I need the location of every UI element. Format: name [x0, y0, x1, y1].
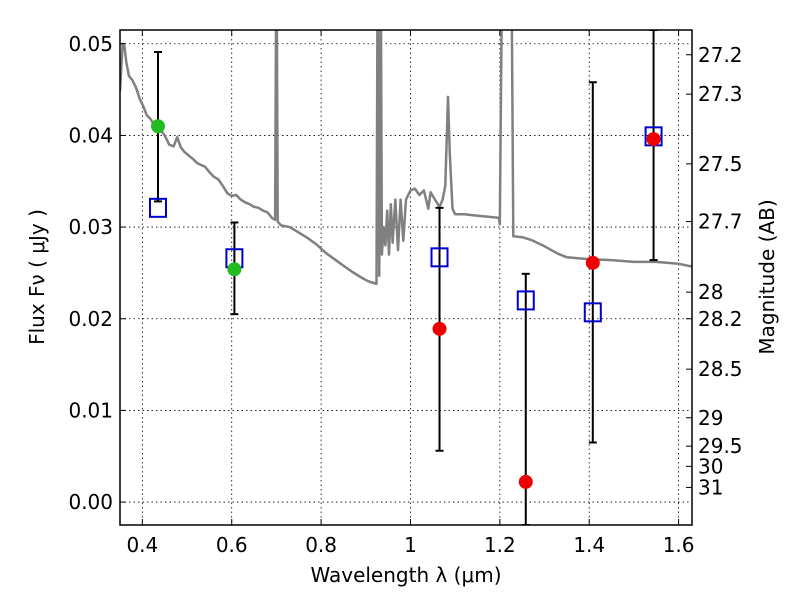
- tick-layer: 0.4 0.6 0.8 1 1.2 1.4 1.6 0.00 0.01 0.02 0.03 0.04 0…: [68, 30, 743, 557]
- model-flux-square: [516, 290, 535, 311]
- right-tick-label: 28.5: [698, 357, 743, 381]
- observed-flux-point: [150, 119, 165, 134]
- y-tick-label: 0.01: [68, 398, 113, 422]
- marker-layer: [148, 119, 663, 489]
- observed-flux-point: [432, 321, 447, 336]
- spectrum-line: [120, 30, 692, 286]
- right-tick-label: 27.2: [698, 43, 743, 67]
- model-flux-square: [430, 247, 449, 268]
- right-tick-label: 27.3: [698, 82, 743, 106]
- y-axis-right-label: Magnitude (AB): [755, 199, 779, 354]
- x-tick-label: 0.8: [305, 533, 337, 557]
- model-flux-square: [583, 302, 602, 323]
- x-tick-label: 0.4: [126, 533, 158, 557]
- y-tick-label: 0.03: [68, 215, 113, 239]
- right-tick-label: 28: [698, 280, 723, 304]
- right-tick-label: 31: [698, 475, 723, 499]
- right-tick-label: 29: [698, 406, 723, 430]
- y-tick-label: 0.00: [68, 490, 113, 514]
- x-axis-label: Wavelength λ (μm): [310, 563, 501, 587]
- right-tick-label: 28.2: [698, 307, 743, 331]
- errorbar-layer: [153, 30, 658, 525]
- y-axis-label: Flux Fν ( μJy ): [25, 209, 49, 345]
- x-tick-label: 1: [404, 533, 417, 557]
- y-tick-label: 0.02: [68, 307, 113, 331]
- x-tick-label: 1.4: [573, 533, 605, 557]
- y-tick-label: 0.04: [68, 123, 113, 147]
- observed-flux-point: [227, 262, 242, 277]
- y-tick-label: 0.05: [68, 32, 113, 56]
- grid-layer: [120, 30, 692, 525]
- model-flux-square: [148, 197, 167, 218]
- spectrum-layer: [120, 30, 692, 286]
- right-tick-label: 30: [698, 454, 723, 478]
- x-tick-label: 1.2: [484, 533, 516, 557]
- plot-frame: [119, 29, 693, 526]
- x-tick-label: 0.6: [216, 533, 248, 557]
- observed-flux-point: [518, 474, 533, 489]
- x-tick-label: 1.6: [663, 533, 695, 557]
- observed-flux-point: [646, 132, 661, 147]
- right-tick-label: 27.7: [698, 210, 743, 234]
- right-tick-label: 29.5: [698, 434, 743, 458]
- observed-flux-point: [585, 255, 600, 270]
- right-tick-label: 27.5: [698, 152, 743, 176]
